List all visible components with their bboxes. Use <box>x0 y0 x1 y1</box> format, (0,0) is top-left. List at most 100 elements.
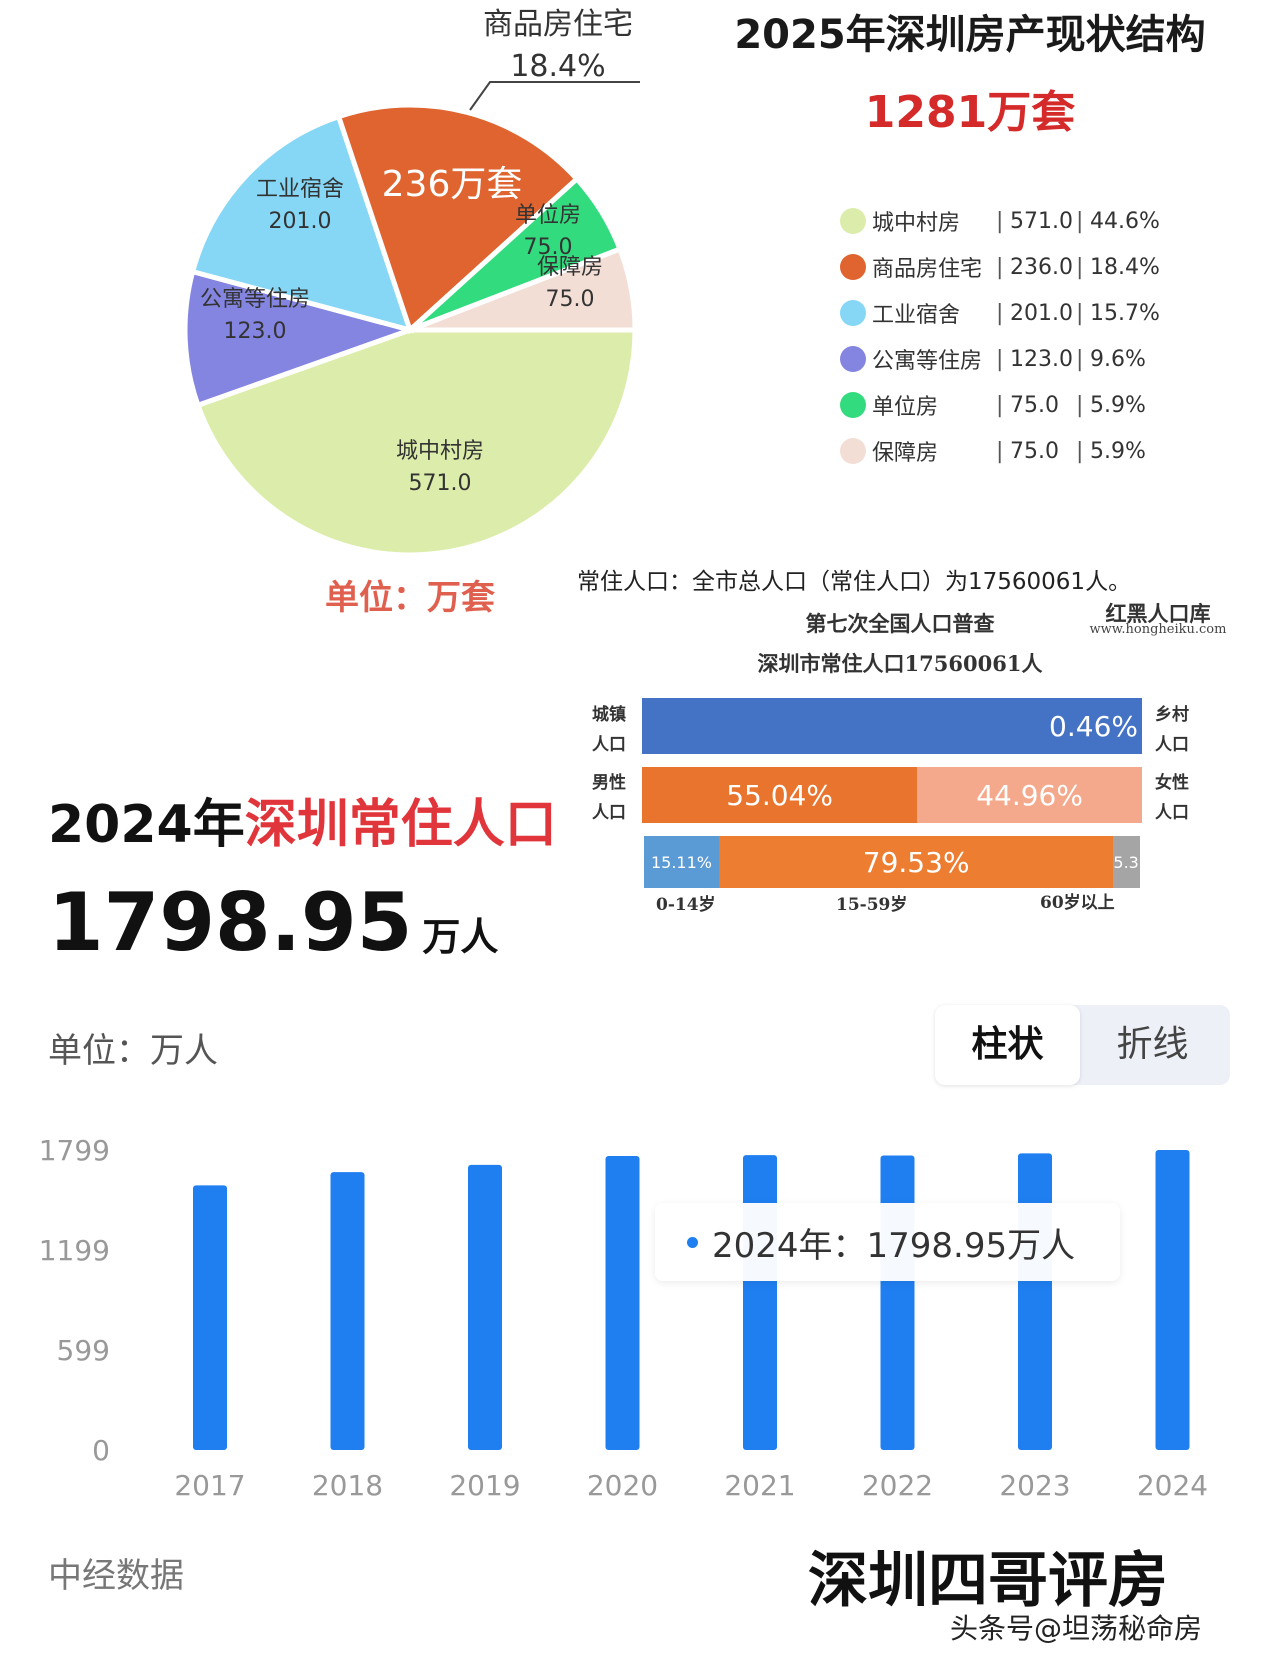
legend-separator: | <box>1076 438 1084 464</box>
legend-item-3: 工业宿舍 | 201.0 | 15.7% <box>840 290 1260 336</box>
population-heading: 2024年深圳常住人口 <box>48 782 557 857</box>
legend-percent: 5.9% <box>1090 438 1146 464</box>
bar-chart: 1799 1199 599 0 2017 2018 2019 2020 2021 2022 202… <box>39 1134 1208 1500</box>
x-tick-label: 2020 <box>587 1469 658 1500</box>
rural-label: 乡村人口 <box>1155 705 1189 755</box>
x-tick-label: 2022 <box>862 1469 933 1500</box>
legend-separator: | <box>996 438 1004 464</box>
male-segment: 55.04% <box>642 767 918 823</box>
legend-percent: 15.7% <box>1090 300 1160 326</box>
x-tick-label: 2021 <box>724 1469 795 1500</box>
legend-name: 单位房 <box>872 395 939 420</box>
census-title: 第七次全国人口普查 <box>805 611 995 636</box>
female-label: 女性人口 <box>1155 773 1189 823</box>
urban-rural-bar: 0.46% <box>642 698 1142 754</box>
bar-2024[interactable] <box>1155 1150 1190 1450</box>
bar-2022[interactable] <box>880 1155 915 1450</box>
age-label-15-59: 15-59岁 <box>836 895 908 915</box>
legend-swatch <box>840 346 866 372</box>
pie-slice-6 <box>409 245 638 333</box>
legend-value: 571.0 <box>1010 208 1073 234</box>
legend-swatch <box>840 254 866 280</box>
age-0-14-segment: 15.11% <box>644 836 719 888</box>
x-tick-label: 2017 <box>174 1469 245 1500</box>
legend-swatch <box>840 438 866 464</box>
pie-title: 2025年深圳房产现状结构 <box>734 12 1206 58</box>
watermark-url: www.hongheiku.com <box>1089 622 1227 637</box>
x-tick-label: 2024 <box>1137 1469 1208 1500</box>
bar-toggle-button[interactable]: 柱状 <box>935 1005 1080 1085</box>
legend-value: 75.0 <box>1010 438 1059 464</box>
age-label-60: 60岁以上 <box>1040 893 1115 913</box>
legend-separator: | <box>1076 208 1084 234</box>
pie-slice-1 <box>194 327 638 558</box>
legend-separator: | <box>996 346 1004 372</box>
legend-percent: 9.6% <box>1090 346 1146 372</box>
tooltip-text: 2024年：1798.95万人 <box>712 1225 1076 1266</box>
legend-item-5: 单位房 | 75.0 | 5.9% <box>840 382 1260 428</box>
bar-2019[interactable] <box>468 1164 502 1450</box>
legend-swatch <box>840 300 866 326</box>
legend-name: 城中村房 <box>872 211 961 236</box>
female-segment: 44.96% <box>917 767 1142 823</box>
legend-swatch <box>840 208 866 234</box>
legend-item-4: 公寓等住房 | 123.0 | 9.6% <box>840 336 1260 382</box>
pie-slice-value-3: 201.0 <box>269 209 332 234</box>
bar-2018[interactable] <box>330 1172 365 1450</box>
urban-segment: 0.46% <box>642 698 1142 754</box>
bar-2020[interactable] <box>605 1156 640 1450</box>
watermark-name: 红黑人口库 <box>1105 601 1211 626</box>
pie-slice-2 <box>335 102 581 335</box>
legend-value: 201.0 <box>1010 300 1073 326</box>
legend-swatch <box>840 392 866 418</box>
bar-2021[interactable] <box>743 1155 777 1450</box>
age-60-segment: 5.36% <box>1113 836 1140 888</box>
x-tick-label: 2019 <box>449 1469 520 1500</box>
legend-item-1: 城中村房 | 571.0 | 44.6% <box>840 198 1260 244</box>
pie-slice-4 <box>182 268 419 409</box>
y-tick-label: 1799 <box>39 1134 110 1167</box>
age-label-0-14: 0-14岁 <box>656 895 716 915</box>
y-tick-label: 1199 <box>39 1234 110 1267</box>
legend-separator: | <box>996 254 1004 280</box>
legend-item-2: 商品房住宅 | 236.0 | 18.4% <box>840 244 1260 290</box>
population-unit: 万人 <box>422 915 499 959</box>
slice-big-label: 236万套 <box>382 164 523 205</box>
heading-year: 2024年 <box>48 795 245 855</box>
age-15-59-segment: 79.53% <box>718 836 1114 888</box>
gender-bar: 55.04% 44.96% <box>642 767 1142 823</box>
pie-slice-value-5: 75.0 <box>524 235 573 260</box>
pie-slice-name-3: 工业宿舍 <box>256 177 344 202</box>
line-toggle-button[interactable]: 折线 <box>1116 1024 1189 1065</box>
legend-separator: | <box>1076 346 1084 372</box>
signature-title: 深圳四哥评房 <box>808 1546 1168 1616</box>
y-tick-label: 599 <box>57 1334 110 1367</box>
legend-percent: 18.4% <box>1090 254 1160 280</box>
legend-percent: 44.6% <box>1090 208 1160 234</box>
legend-separator: | <box>1076 254 1084 280</box>
pie-slice-value-4: 123.0 <box>224 319 287 344</box>
legend-item-6: 保障房 | 75.0 | 5.9% <box>840 428 1260 474</box>
pie-slice-value-1: 571.0 <box>409 471 472 496</box>
legend-value: 75.0 <box>1010 392 1059 418</box>
heading-title: 深圳常住人口 <box>244 795 557 855</box>
bar-2023[interactable] <box>1018 1153 1052 1450</box>
population-value: 1798.95 万人 <box>48 876 498 969</box>
pie-total: 1281万套 <box>864 87 1076 138</box>
legend-separator: | <box>1076 300 1084 326</box>
pie-slice-name-4: 公寓等住房 <box>200 287 310 312</box>
bar-2017[interactable] <box>193 1185 227 1450</box>
legend-separator: | <box>1076 392 1084 418</box>
population-number: 1798.95 <box>48 876 413 969</box>
x-tick-label: 2023 <box>999 1469 1070 1500</box>
pie-slice-value-6: 75.0 <box>546 287 595 312</box>
census-subtitle: 深圳市常住人口17560061人 <box>757 651 1043 676</box>
male-label: 男性人口 <box>592 773 626 823</box>
male-pct: 55.04% <box>726 778 833 812</box>
tooltip-dot <box>687 1236 698 1248</box>
chart-type-toggle: 柱状 折线 <box>935 1005 1230 1085</box>
pie-slice-name-6: 保障房 <box>537 255 603 280</box>
female-pct: 44.96% <box>976 778 1083 812</box>
age-60-pct: 5.36% <box>1113 852 1140 872</box>
